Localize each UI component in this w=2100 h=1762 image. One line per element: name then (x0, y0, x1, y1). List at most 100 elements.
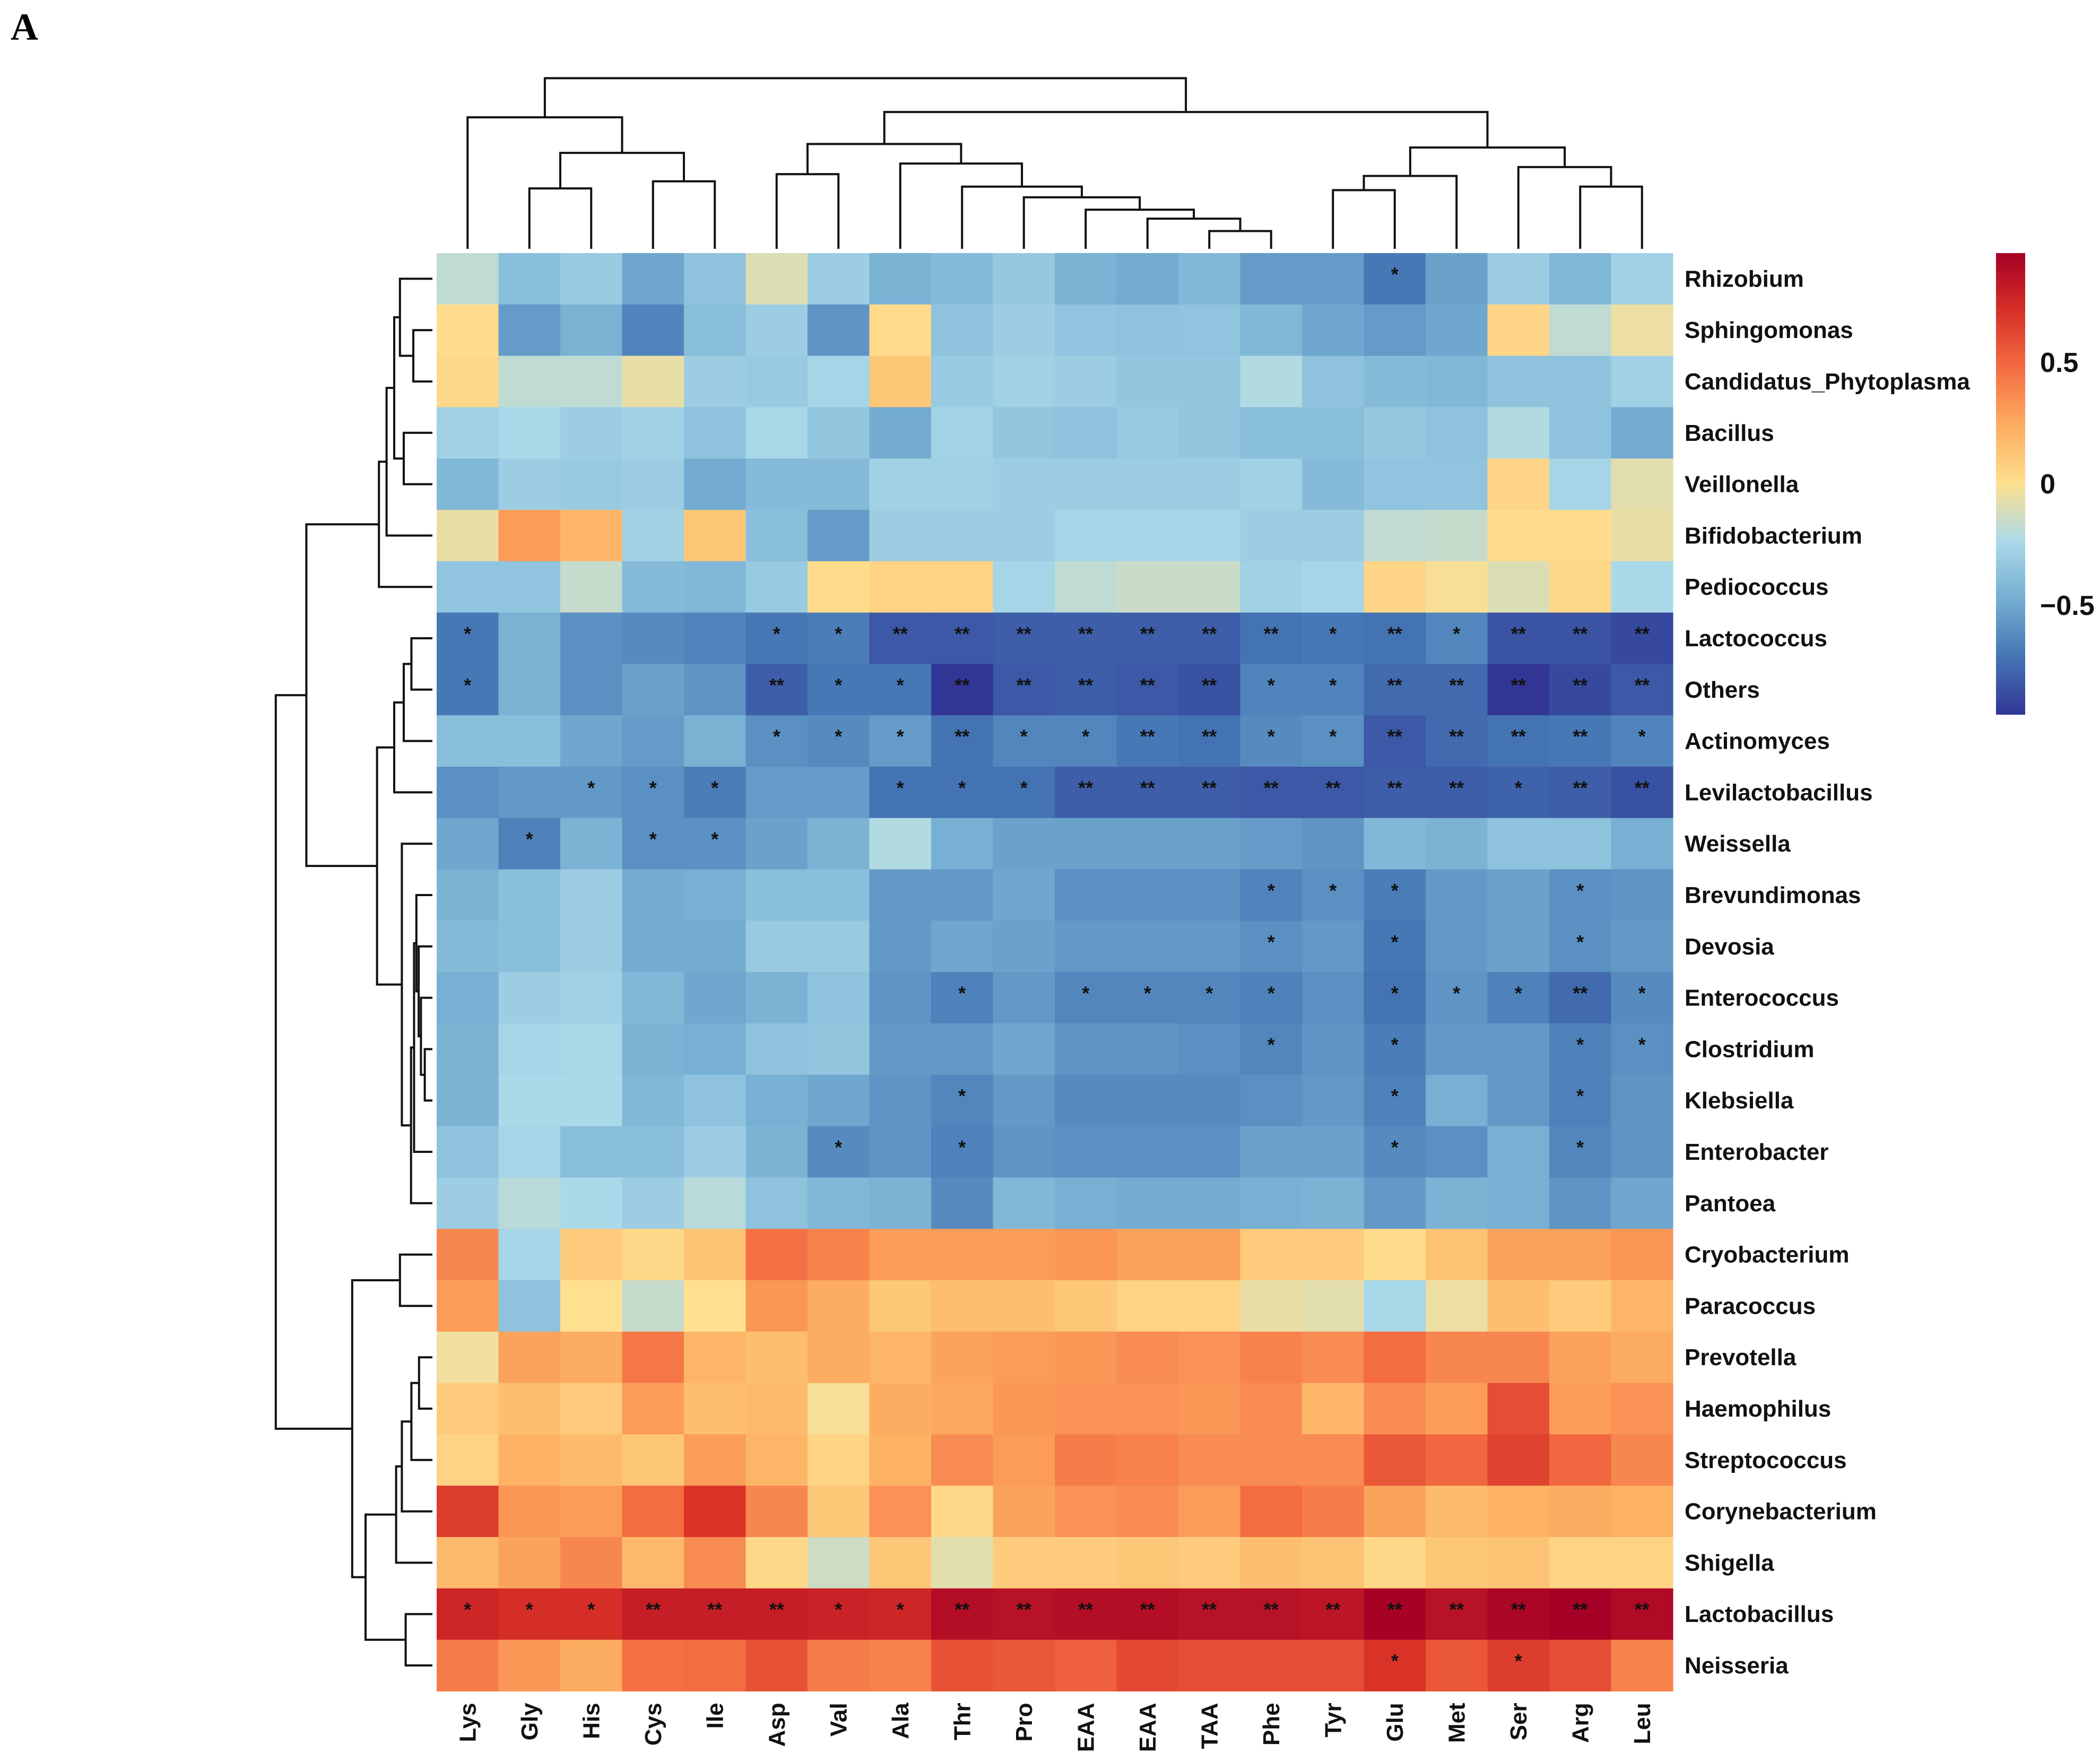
significance-mark: * (1576, 880, 1584, 901)
column-label-phe: Phe (1259, 1703, 1285, 1746)
row-label-bifidobacterium: Bifidobacterium (1685, 523, 1862, 549)
significance-mark: ** (1140, 674, 1155, 696)
significance-mark: * (897, 777, 904, 798)
heatmap-cell-cryobacterium-14 (1302, 1229, 1365, 1281)
heatmap-cell-clostridium-17 (1487, 1023, 1550, 1075)
color-legend-tick-label: −0.5 (2040, 591, 2095, 621)
heatmap-cell-enterococcus-15 (1364, 972, 1426, 1024)
heatmap-cell-weissella-17 (1487, 818, 1550, 870)
heatmap-cell-bifidobacterium-8 (931, 510, 994, 562)
significance-mark: * (958, 1085, 966, 1107)
heatmap-cell-bifidobacterium-5 (745, 510, 808, 562)
heatmap-cell-paracoccus-0 (437, 1280, 499, 1332)
heatmap-cell-rhizobium-9 (993, 253, 1055, 305)
heatmap-cell-bacillus-12 (1178, 407, 1241, 459)
heatmap-cell-levilactobacillus-3 (622, 767, 684, 819)
heatmap-cell-others-9 (993, 664, 1055, 716)
heatmap-cell-neisseria-1 (498, 1639, 561, 1691)
dendrogram-branch (528, 187, 593, 249)
significance-mark: ** (1387, 777, 1402, 798)
heatmap-cell-streptococcus-11 (1116, 1434, 1179, 1486)
heatmap-cell-pediococcus-12 (1178, 561, 1241, 613)
heatmap-cell-paracoccus-13 (1240, 1280, 1303, 1332)
heatmap-cell-streptococcus-4 (684, 1434, 747, 1486)
heatmap-cell-haemophilus-4 (684, 1383, 747, 1435)
heatmap-cell-candidatus_phytoplasma-7 (869, 355, 932, 407)
heatmap-cell-enterobacter-18 (1549, 1126, 1612, 1178)
heatmap-cell-corynebacterium-18 (1549, 1486, 1612, 1538)
heatmap-cell-rhizobium-8 (931, 253, 994, 305)
heatmap-cell-others-11 (1116, 664, 1179, 716)
significance-mark: * (1144, 983, 1151, 1004)
dendrogram-branch (961, 185, 1083, 249)
heatmap-cell-clostridium-16 (1426, 1023, 1488, 1075)
heatmap-cell-neisseria-19 (1611, 1639, 1673, 1691)
heatmap-cell-streptococcus-10 (1055, 1434, 1117, 1486)
heatmap-cell-lactobacillus-14 (1302, 1588, 1365, 1641)
dendrogram-branch (466, 116, 623, 249)
significance-mark: * (1453, 983, 1460, 1004)
heatmap-cell-bacillus-8 (931, 407, 994, 459)
heatmap-cell-prevotella-13 (1240, 1331, 1303, 1384)
column-label-lys: Lys (455, 1703, 481, 1742)
heatmap-cell-weissella-18 (1549, 818, 1612, 870)
dendrogram-branch (1208, 230, 1272, 249)
significance-mark: * (835, 1599, 842, 1620)
row-label-veillonella: Veillonella (1685, 472, 1799, 498)
heatmap-cell-veillonella-0 (437, 458, 499, 510)
dendrogram-branch (1084, 209, 1195, 249)
heatmap-cell-veillonella-3 (622, 458, 684, 510)
heatmap-cell-candidatus_phytoplasma-6 (808, 355, 870, 407)
significance-mark: ** (1511, 1599, 1526, 1620)
dendrogram-branch (1022, 196, 1141, 249)
heatmap-cell-enterobacter-11 (1116, 1126, 1179, 1178)
heatmap-cell-corynebacterium-15 (1364, 1486, 1426, 1538)
significance-mark: * (835, 726, 842, 748)
row-label-lactobacillus: Lactobacillus (1685, 1601, 1834, 1627)
heatmap-cell-cryobacterium-10 (1055, 1229, 1117, 1281)
heatmap-cell-lactobacillus-7 (869, 1588, 932, 1641)
row-label-brevundimonas: Brevundimonas (1685, 882, 1861, 908)
heatmap-cell-cryobacterium-2 (560, 1229, 623, 1281)
dendrogram-branch (274, 694, 352, 1430)
heatmap-cell-lactobacillus-1 (498, 1588, 561, 1641)
dendrogram-branch (1579, 185, 1643, 249)
heatmap-cell-shigella-7 (869, 1537, 932, 1589)
row-label-weissella: Weissella (1685, 831, 1791, 857)
heatmap-cell-candidatus_phytoplasma-4 (684, 355, 747, 407)
heatmap-cell-rhizobium-12 (1178, 253, 1241, 305)
row-labels: Rhizobium Sphingomonas Candidatus_Phytopla… (1685, 266, 1970, 1679)
heatmap-cell-klebsiella-8 (931, 1074, 994, 1127)
significance-mark: * (1268, 880, 1275, 901)
heatmap-cell-neisseria-12 (1178, 1639, 1241, 1691)
heatmap-cell-prevotella-8 (931, 1331, 994, 1384)
heatmap-cell-shigella-0 (437, 1537, 499, 1589)
heatmap-cell-corynebacterium-2 (560, 1486, 623, 1538)
heatmap-cell-bacillus-15 (1364, 407, 1426, 459)
heatmap-cell-streptococcus-1 (498, 1434, 561, 1486)
heatmap-cell-devosia-15 (1364, 921, 1426, 973)
heatmap-cell-bacillus-18 (1549, 407, 1612, 459)
heatmap-cell-cryobacterium-18 (1549, 1229, 1612, 1281)
heatmap-cell-rhizobium-10 (1055, 253, 1117, 305)
heatmap-cell-sphingomonas-15 (1364, 304, 1426, 357)
heatmap-cell-bacillus-7 (869, 407, 932, 459)
heatmap-cell-candidatus_phytoplasma-17 (1487, 355, 1550, 407)
heatmap-cell-candidatus_phytoplasma-11 (1116, 355, 1179, 407)
heatmap-cell-enterobacter-0 (437, 1126, 499, 1178)
heatmap-cell-prevotella-6 (808, 1331, 870, 1384)
heatmap-cell-streptococcus-19 (1611, 1434, 1673, 1486)
heatmap-cell-veillonella-18 (1549, 458, 1612, 510)
heatmap-cell-pantoea-3 (622, 1177, 684, 1229)
significance-mark: * (1576, 1034, 1584, 1055)
significance-mark: * (773, 726, 780, 748)
heatmap-cell-shigella-4 (684, 1537, 747, 1589)
heatmap-cell-paracoccus-6 (808, 1280, 870, 1332)
significance-mark: ** (1635, 623, 1650, 645)
significance-mark: * (1391, 880, 1399, 901)
significance-mark: ** (1325, 1599, 1340, 1620)
significance-mark: * (773, 623, 780, 645)
significance-mark: * (1268, 674, 1275, 696)
heatmap-cell-cryobacterium-4 (684, 1229, 747, 1281)
heatmap-cell-pantoea-2 (560, 1177, 623, 1229)
